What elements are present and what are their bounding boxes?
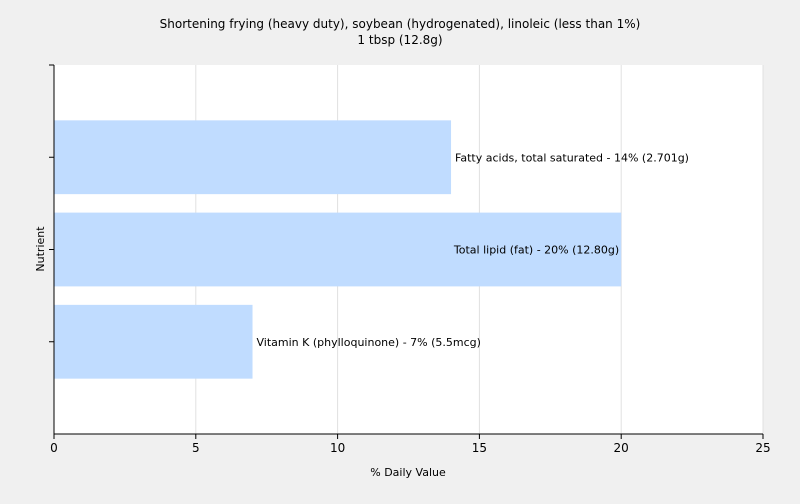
chart-subtitle: 1 tbsp (12.8g)	[357, 33, 442, 47]
x-tick-label: 15	[472, 441, 487, 455]
y-axis-title: Nutrient	[34, 226, 47, 272]
bar-data-labels: Fatty acids, total saturated - 14% (2.70…	[257, 151, 689, 349]
bar	[54, 120, 452, 195]
x-tick-label: 20	[614, 441, 629, 455]
bar-data-label: Vitamin K (phylloquinone) - 7% (5.5mcg)	[257, 336, 481, 349]
x-axis-title: % Daily Value	[370, 466, 446, 479]
x-axis-ticks: 0 5 10 15 20 25	[49, 64, 771, 455]
x-tick-label: 25	[755, 441, 770, 455]
bar-data-label: Fatty acids, total saturated - 14% (2.70…	[455, 151, 689, 164]
chart-title: Shortening frying (heavy duty), soybean …	[160, 17, 641, 31]
x-tick-label: 10	[330, 441, 345, 455]
bar	[54, 304, 253, 379]
x-tick-label: 5	[192, 441, 200, 455]
bars	[54, 120, 622, 379]
x-tick-label: 0	[50, 441, 58, 455]
bar	[54, 212, 622, 287]
bar-data-label: Total lipid (fat) - 20% (12.80g)	[453, 244, 619, 257]
